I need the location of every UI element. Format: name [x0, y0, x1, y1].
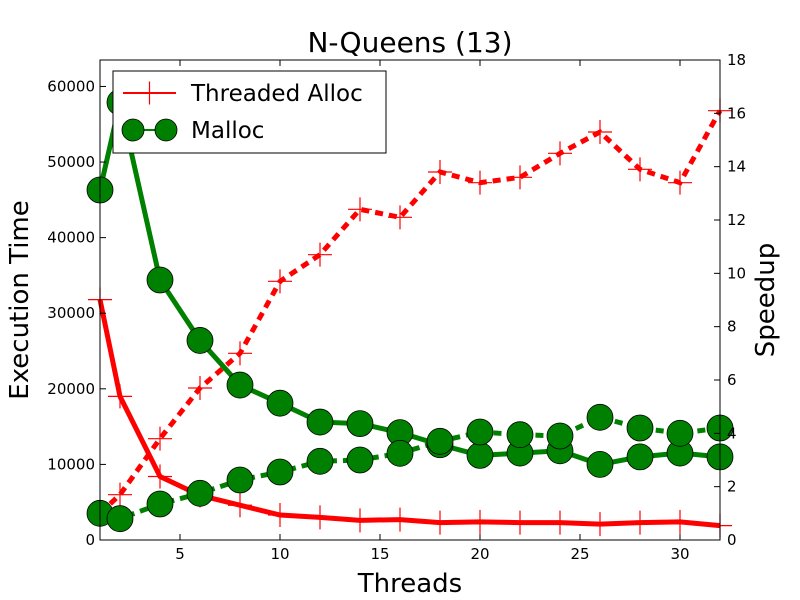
y2-tick-label: 16 — [727, 104, 746, 122]
y-tick-label: 0 — [85, 531, 95, 549]
y2-axis-label: Speedup — [751, 243, 781, 358]
malloc-speedup-point — [306, 447, 334, 475]
malloc-speedup-point — [226, 466, 254, 494]
malloc-speedup-point — [146, 490, 174, 518]
malloc-speedup-point — [346, 446, 374, 474]
x-tick-label: 5 — [175, 545, 185, 563]
ticks-layer: 5 10 15 20 25 3001000020000300004000050000600… — [47, 51, 746, 563]
threaded-alloc-speedup-point — [668, 170, 692, 195]
malloc-speedup-point — [426, 427, 454, 455]
y2-tick-label: 8 — [727, 318, 737, 336]
malloc-time-point — [226, 371, 254, 399]
y-tick-label: 50000 — [47, 153, 95, 171]
y2-tick-label: 0 — [727, 531, 737, 549]
threaded-alloc-time-point — [588, 512, 612, 537]
legend-box — [112, 70, 387, 154]
x-tick-label: 20 — [470, 545, 489, 563]
y2-tick-label: 6 — [727, 371, 737, 389]
threaded-alloc-speedup-point — [268, 269, 292, 294]
threaded-alloc-time-point — [268, 503, 292, 528]
malloc-speedup-point — [266, 458, 294, 486]
y2-tick-label: 10 — [727, 264, 746, 282]
malloc-time-point — [266, 389, 294, 417]
malloc-time-point — [626, 443, 654, 471]
threaded-alloc-time-point — [468, 509, 492, 534]
malloc-time-point — [306, 408, 334, 436]
legend: Threaded Alloc Malloc — [112, 70, 387, 154]
y-tick-label: 10000 — [47, 455, 95, 473]
threaded-alloc-time-point — [668, 509, 692, 534]
malloc-speedup-point — [466, 418, 494, 446]
malloc-time-point — [586, 451, 614, 478]
malloc-time-point — [146, 266, 174, 294]
threaded-alloc-speedup-point — [468, 170, 492, 195]
malloc-speedup-point — [666, 419, 694, 447]
threaded-alloc-speedup-point — [628, 157, 652, 182]
x-tick-label: 25 — [570, 545, 589, 563]
threaded-alloc-time-point — [628, 510, 652, 535]
threaded-alloc-speedup-point — [388, 205, 412, 230]
y2-tick-label: 14 — [727, 158, 746, 176]
malloc-time-point — [346, 410, 374, 437]
threaded-alloc-speedup-point — [228, 341, 252, 366]
y2-tick-label: 12 — [727, 211, 746, 229]
y-tick-label: 20000 — [47, 380, 95, 398]
threaded-alloc-speedup-point — [588, 120, 612, 144]
threaded-alloc-speedup-point — [148, 426, 172, 451]
threaded-alloc-time-point — [148, 464, 172, 489]
y2-tick-label: 18 — [727, 51, 746, 69]
malloc-speedup-point — [186, 479, 214, 507]
legend-marker-threaded-alloc — [138, 81, 161, 105]
malloc-speedup-point — [106, 505, 134, 533]
y-axis-label: Execution Time — [5, 200, 35, 399]
chart-title: N-Queens (13) — [307, 26, 512, 59]
malloc-speedup-point — [586, 403, 614, 431]
plot-frame — [99, 59, 721, 541]
malloc-time-point — [186, 327, 214, 354]
threaded-alloc-speedup-point — [348, 197, 372, 222]
threaded-alloc-speedup-point — [188, 376, 212, 400]
legend-marker-malloc-left — [121, 118, 145, 142]
malloc-speedup-point — [546, 422, 574, 450]
legend-label-malloc: Malloc — [191, 118, 264, 144]
threaded-alloc-time-point — [548, 510, 572, 535]
malloc-speedup-point — [626, 414, 654, 442]
threaded-alloc-time-point — [308, 505, 332, 530]
legend-label-threaded-alloc: Threaded Alloc — [190, 81, 363, 107]
malloc-time-point — [466, 441, 494, 469]
y2-tick-label: 4 — [727, 424, 737, 442]
threaded-alloc-speedup-point — [428, 160, 452, 184]
x-tick-label: 15 — [370, 545, 389, 563]
threaded-alloc-speedup-point — [308, 242, 332, 267]
threaded-alloc-time-point — [388, 507, 412, 532]
malloc-speedup-point — [386, 439, 414, 467]
threaded-alloc-time-point — [348, 508, 372, 533]
x-tick-label: 10 — [270, 545, 289, 563]
legend-marker-malloc-right — [154, 118, 178, 142]
series-layer — [86, 88, 734, 538]
threaded-alloc-time-point — [228, 493, 252, 518]
threaded-alloc-time-point — [108, 384, 132, 409]
threaded-alloc-time-point — [428, 510, 452, 535]
y-tick-label: 40000 — [47, 229, 95, 247]
threaded-alloc-speedup-point — [548, 141, 572, 166]
x-tick-label: 30 — [670, 545, 689, 563]
y2-tick-label: 2 — [727, 478, 737, 496]
malloc-speedup-point — [506, 421, 534, 449]
y-tick-label: 60000 — [47, 77, 95, 95]
x-axis-label: Threads — [357, 569, 462, 599]
threaded-alloc-speedup-point — [108, 482, 132, 507]
y-tick-label: 30000 — [47, 304, 95, 322]
threaded-alloc-time-point — [508, 510, 532, 535]
threaded-alloc-speedup-point — [508, 165, 532, 190]
